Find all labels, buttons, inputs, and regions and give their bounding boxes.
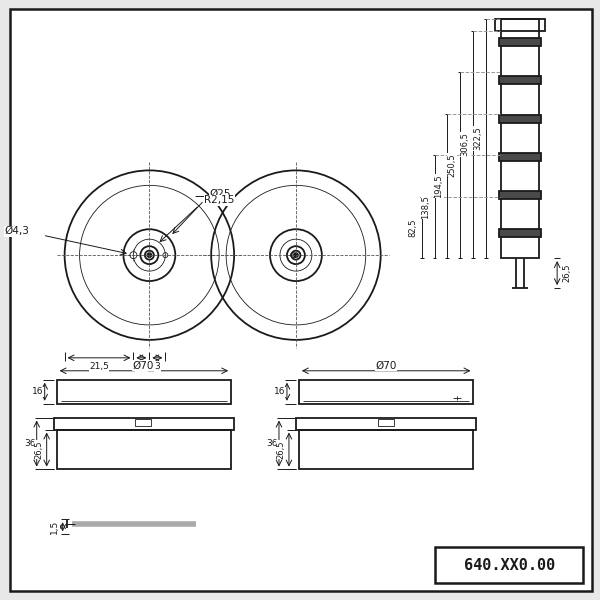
Bar	[296, 418, 476, 430]
Bar	[496, 19, 545, 31]
Bar	[299, 430, 473, 469]
Bar	[501, 19, 539, 258]
Text: 16: 16	[32, 387, 43, 396]
Text: 640.XX0.00: 640.XX0.00	[464, 557, 555, 572]
Circle shape	[148, 253, 151, 257]
Text: 18: 18	[136, 362, 147, 371]
Text: 250,5: 250,5	[448, 154, 457, 177]
Text: Ø25: Ø25	[209, 188, 230, 199]
Text: 16: 16	[274, 387, 286, 396]
Bar	[377, 419, 394, 425]
Bar	[499, 229, 541, 238]
Text: Ø4,3: Ø4,3	[5, 226, 30, 236]
Text: 36: 36	[24, 439, 35, 448]
Text: 36: 36	[266, 439, 278, 448]
Bar	[499, 153, 541, 161]
Bar	[499, 191, 541, 199]
Bar	[136, 419, 151, 425]
Text: 322,5: 322,5	[473, 127, 482, 151]
Bar	[499, 76, 541, 84]
Text: 26,5: 26,5	[34, 440, 43, 459]
Bar	[499, 38, 541, 46]
Text: 194,5: 194,5	[434, 174, 443, 198]
Bar	[299, 380, 473, 404]
Bar	[499, 115, 541, 122]
Bar	[56, 430, 231, 469]
Text: 306,5: 306,5	[460, 133, 469, 157]
Bar	[436, 547, 583, 583]
Text: Ø70: Ø70	[375, 361, 397, 371]
Text: 21,5: 21,5	[89, 362, 109, 371]
Text: 1,5: 1,5	[50, 520, 59, 534]
Text: 138,5: 138,5	[422, 195, 431, 218]
Text: 26,5: 26,5	[563, 264, 572, 283]
Text: R2,15: R2,15	[204, 196, 235, 205]
Text: 82,5: 82,5	[409, 218, 418, 237]
Text: Ø70: Ø70	[133, 361, 154, 371]
Text: 3: 3	[154, 362, 160, 371]
Bar	[56, 380, 231, 404]
Text: 26,5: 26,5	[277, 440, 286, 459]
Circle shape	[294, 253, 298, 257]
Bar	[53, 418, 234, 430]
